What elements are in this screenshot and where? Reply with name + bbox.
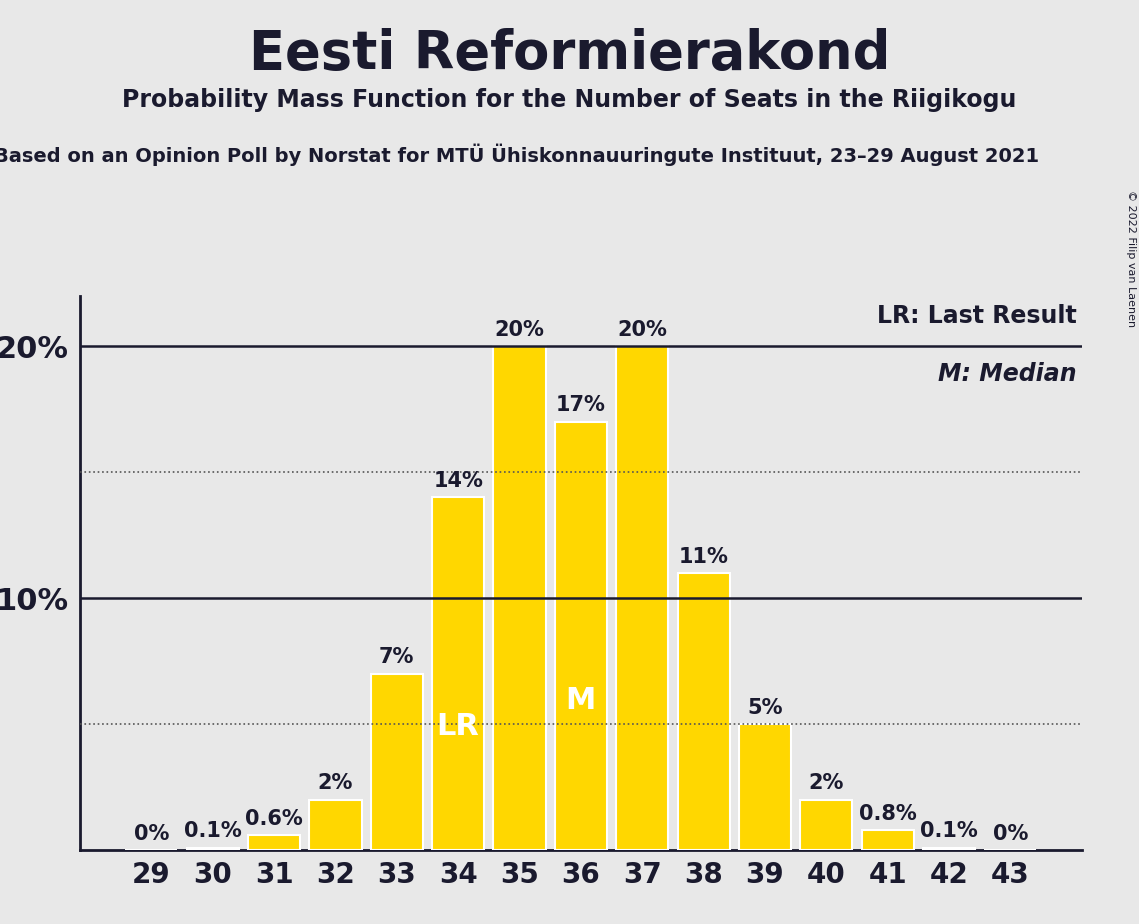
Text: M: Median: M: Median — [939, 362, 1077, 386]
Text: 11%: 11% — [679, 547, 729, 566]
Text: Based on an Opinion Poll by Norstat for MTÜ Ühiskonnauuringute Instituut, 23–29 : Based on an Opinion Poll by Norstat for … — [0, 143, 1040, 165]
Bar — [739, 724, 792, 850]
Text: Probability Mass Function for the Number of Seats in the Riigikogu: Probability Mass Function for the Number… — [122, 88, 1017, 112]
Text: © 2022 Filip van Laenen: © 2022 Filip van Laenen — [1125, 190, 1136, 327]
Text: 2%: 2% — [809, 773, 844, 794]
Text: LR: Last Result: LR: Last Result — [877, 304, 1077, 328]
Bar — [555, 421, 607, 850]
Text: M: M — [566, 686, 596, 714]
Bar — [923, 847, 975, 850]
Text: LR: LR — [436, 712, 480, 741]
Text: 0.8%: 0.8% — [859, 804, 917, 823]
Text: 20%: 20% — [494, 320, 544, 340]
Bar — [801, 799, 852, 850]
Text: 0%: 0% — [993, 824, 1029, 844]
Bar — [248, 835, 301, 850]
Text: 0.1%: 0.1% — [183, 821, 241, 841]
Bar — [678, 573, 730, 850]
Text: 7%: 7% — [379, 648, 415, 667]
Bar — [432, 497, 484, 850]
Bar — [493, 346, 546, 850]
Bar — [616, 346, 669, 850]
Text: 5%: 5% — [747, 698, 782, 718]
Text: Eesti Reformierakond: Eesti Reformierakond — [248, 28, 891, 79]
Bar — [370, 674, 423, 850]
Text: 2%: 2% — [318, 773, 353, 794]
Text: 0%: 0% — [133, 824, 169, 844]
Text: 14%: 14% — [433, 471, 483, 491]
Text: 17%: 17% — [556, 395, 606, 416]
Bar — [310, 799, 361, 850]
Text: 20%: 20% — [617, 320, 667, 340]
Text: 0.1%: 0.1% — [920, 821, 978, 841]
Bar — [187, 847, 239, 850]
Text: 0.6%: 0.6% — [245, 808, 303, 829]
Bar — [861, 830, 913, 850]
